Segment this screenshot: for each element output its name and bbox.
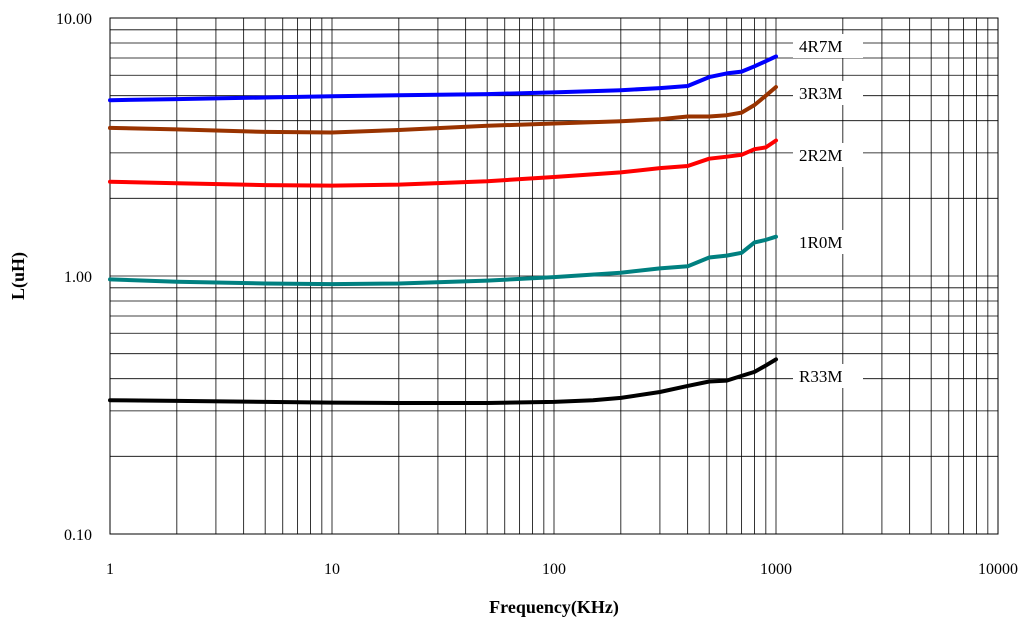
series-label-background bbox=[793, 364, 863, 388]
series-label-2r2m: 2R2M bbox=[799, 146, 842, 165]
series-label-1r0m: 1R0M bbox=[799, 233, 842, 252]
series-label-background bbox=[793, 143, 863, 167]
series-line-2r2m bbox=[108, 138, 778, 188]
series-labels: 4R7M 3R3M 2R2M 1R0M R33M bbox=[793, 34, 863, 388]
x-tick-label: 1000 bbox=[760, 561, 792, 578]
series-line-r33m bbox=[108, 357, 778, 405]
series-label-background bbox=[793, 81, 863, 105]
series-label-3r3m: 3R3M bbox=[799, 84, 842, 103]
x-tick-label: 1 bbox=[106, 561, 114, 578]
series-line-1r0m bbox=[108, 234, 778, 287]
series-label-background bbox=[793, 34, 863, 58]
y-tick-label: 10.00 bbox=[56, 11, 92, 28]
x-tick-label: 100 bbox=[542, 561, 566, 578]
y-tick-label: 0.10 bbox=[64, 527, 92, 544]
series-label-background bbox=[793, 230, 863, 254]
series-label-4r7m: 4R7M bbox=[799, 37, 842, 56]
tick-labels: 1 10 100 1000 10000 0.10 1.00 10.00 bbox=[56, 11, 1018, 578]
x-axis-title: Frequency(KHz) bbox=[489, 597, 619, 618]
plot-frame bbox=[109, 17, 999, 535]
series-label-r33m: R33M bbox=[799, 367, 842, 386]
series-line-4r7m bbox=[108, 54, 778, 103]
x-tick-label: 10000 bbox=[978, 561, 1018, 578]
y-axis-title: L(uH) bbox=[8, 252, 29, 300]
y-tick-label: 1.00 bbox=[64, 269, 92, 286]
series-group bbox=[108, 54, 778, 405]
grid-lines bbox=[109, 18, 998, 535]
x-tick-label: 10 bbox=[324, 561, 340, 578]
series-line-3r3m bbox=[108, 85, 778, 135]
